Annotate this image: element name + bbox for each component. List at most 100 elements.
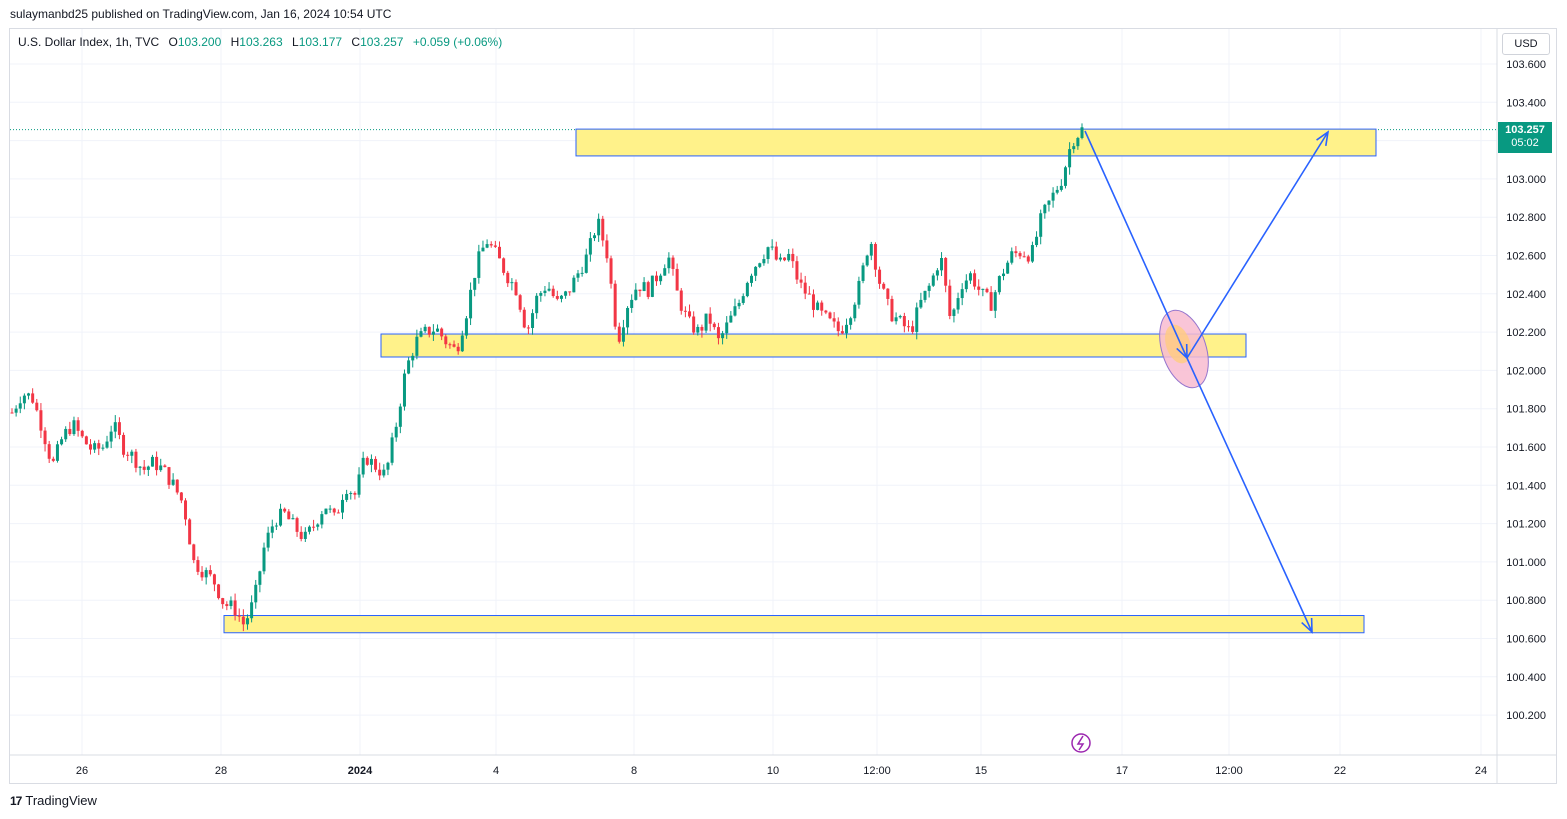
candle-body [997,276,1001,293]
candle-body [510,282,514,284]
candle-body [737,302,741,307]
candle-body [287,511,291,520]
y-tick-label: 101.400 [1506,480,1546,492]
candle-body [1059,185,1063,190]
candle-body [778,257,782,260]
change-value: +0.059 (+0.06%) [412,35,503,49]
candle-body [1047,200,1051,205]
candle-body [551,288,555,297]
currency-button[interactable]: USD [1502,33,1550,55]
symbol-name: U.S. Dollar Index, 1h, TVC [18,35,160,49]
candle-body [811,294,815,310]
projection-arrow-line [1186,131,1329,359]
candle-body [754,266,758,276]
candle-body [464,318,468,336]
candle-body [394,426,398,438]
candle-body [357,474,361,495]
symbol-legend: U.S. Dollar Index, 1h, TVC O103.200 H103… [18,35,502,49]
projection-arrow-line [1084,130,1188,359]
candle-body [68,428,72,435]
x-tick-label: 26 [76,765,88,777]
candle-body [1002,273,1006,277]
candle-body [382,469,386,476]
candle-body [427,326,431,335]
candle-body [502,258,506,273]
candle-body [626,307,630,328]
candle-body [1014,251,1018,254]
close-label: C [351,35,361,49]
candle-body [345,493,349,500]
x-tick-label: 12:00 [1215,765,1243,777]
candle-body [1030,245,1034,262]
candle-body [588,238,592,255]
candle-body [171,479,175,485]
candle-body [1039,213,1043,237]
candle-body [514,282,518,296]
candle-body [353,493,357,495]
candle-body [254,584,258,603]
y-tick-label: 101.200 [1506,519,1546,531]
candle-body [481,247,485,252]
candle-body [597,218,601,236]
candle-body [175,479,179,493]
x-tick-label: 8 [631,765,637,777]
candle-body [60,439,64,445]
candle-body [274,525,278,527]
candle-body [989,292,993,311]
candle-body [704,313,708,331]
y-tick-label: 103.400 [1506,97,1546,109]
candle-body [456,346,460,352]
candle-body [328,508,332,510]
candle-body [981,288,985,290]
candle-body [878,269,882,284]
candle-body [22,395,26,404]
x-tick-label: 12:00 [863,765,891,777]
candle-body [956,298,960,310]
candle-body [766,247,770,260]
candle-body [646,282,650,297]
candle-body [76,420,80,431]
candle-body [80,430,84,437]
footer-brand[interactable]: 17 TradingView [10,793,97,808]
candle-body [192,544,196,561]
candle-body [890,298,894,322]
candle-body [159,465,163,471]
x-tick-label: 22 [1334,765,1346,777]
candle-body [279,508,283,526]
candle-body [473,277,477,290]
y-tick-label: 100.800 [1506,595,1546,607]
zone-resistance [575,128,1377,157]
candle-body [440,328,444,337]
candle-body [386,462,390,470]
candle-body [572,277,576,293]
candle-body [155,456,159,471]
candle-body [402,373,406,407]
candle-body [469,289,473,319]
candle-body [518,295,522,310]
candle-body [229,600,233,607]
candle-body [241,616,245,625]
candle-body [675,268,679,291]
replay-lightning-icon [1071,733,1091,753]
candle-body [671,257,675,269]
candle-body [126,454,130,456]
candle-body [295,518,299,532]
projection-arrow-line [1186,357,1313,633]
candle-body [1018,253,1022,257]
candle-body [692,316,696,333]
candle-body [985,288,989,293]
candle-body [88,444,92,450]
candle-body [1068,149,1072,168]
candle-body [543,290,547,293]
candle-body [642,282,646,292]
candle-body [758,263,762,267]
candle-body [109,431,113,442]
candle-body [312,526,316,528]
candle-body [650,275,654,297]
candle-body [861,265,865,281]
candle-body [336,512,340,514]
zone-target [223,615,1365,634]
candle-body [531,313,535,328]
candle-body [832,318,836,322]
